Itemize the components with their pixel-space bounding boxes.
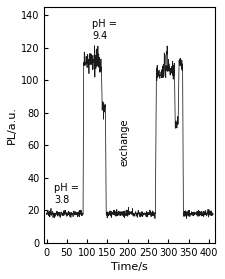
X-axis label: Time/s: Time/s — [111, 262, 148, 272]
Text: exchange: exchange — [120, 118, 130, 166]
Y-axis label: PL/a.u.: PL/a.u. — [7, 106, 17, 144]
Text: pH =
3.8: pH = 3.8 — [54, 183, 79, 205]
Text: pH =
9.4: pH = 9.4 — [92, 19, 117, 40]
